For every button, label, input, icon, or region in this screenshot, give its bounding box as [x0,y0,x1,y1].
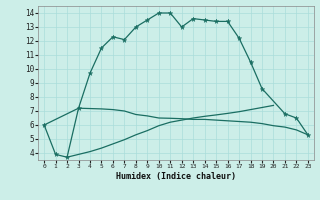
X-axis label: Humidex (Indice chaleur): Humidex (Indice chaleur) [116,172,236,181]
